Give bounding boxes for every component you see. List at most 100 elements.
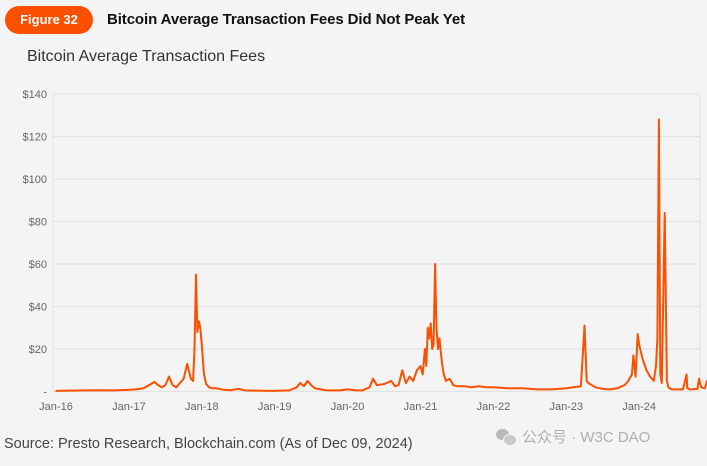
data-point xyxy=(587,382,589,384)
data-point xyxy=(580,385,582,387)
data-point xyxy=(660,382,663,384)
data-point xyxy=(437,348,439,350)
data-point xyxy=(383,383,385,385)
data-point xyxy=(638,343,640,346)
data-point xyxy=(601,388,604,390)
data-point xyxy=(324,389,327,392)
data-point xyxy=(405,382,407,384)
data-point xyxy=(259,389,261,392)
data-point xyxy=(412,380,415,382)
data-point xyxy=(98,389,101,392)
data-point xyxy=(656,337,659,340)
data-point xyxy=(186,363,189,365)
data-point xyxy=(632,354,635,357)
x-tick-label: Jan-21 xyxy=(404,401,438,413)
data-point xyxy=(421,373,424,376)
wechat-icon xyxy=(496,428,517,446)
data-point xyxy=(435,326,438,329)
data-point xyxy=(303,385,305,387)
y-axis-ticks: - $20 $40 $60 $80 $100 $120 $140 xyxy=(23,89,48,399)
data-point xyxy=(443,373,445,376)
data-point xyxy=(704,387,706,390)
figure-headline: Bitcoin Average Transaction Fees Did Not… xyxy=(107,11,466,28)
data-point xyxy=(222,389,225,391)
data-point xyxy=(685,373,688,376)
data-point xyxy=(585,380,588,382)
data-point xyxy=(583,324,586,327)
x-tick-label: Jan-22 xyxy=(477,401,511,413)
data-point xyxy=(631,373,633,376)
data-point xyxy=(698,377,700,380)
data-point xyxy=(565,387,568,390)
line-chart: -$20$40$60$80$100$120$140 Jan-16 Jan-17 Ja… xyxy=(23,89,707,413)
data-point xyxy=(160,386,163,389)
series-layer xyxy=(55,118,707,392)
data-point xyxy=(507,387,509,390)
data-point xyxy=(669,387,671,390)
data-point xyxy=(397,384,400,386)
data-point xyxy=(252,389,254,392)
x-tick-label: Jan-17 xyxy=(112,401,146,413)
watermark: 公众号 · W3C DAO xyxy=(496,426,650,447)
chart-title: Bitcoin Average Transaction Fees xyxy=(27,48,266,65)
data-point xyxy=(666,380,668,382)
data-point xyxy=(306,380,309,382)
data-point xyxy=(441,365,444,367)
data-point xyxy=(208,386,210,389)
data-point xyxy=(237,388,240,390)
data-point xyxy=(492,386,495,389)
data-point xyxy=(196,331,199,333)
data-point xyxy=(655,365,657,367)
data-point xyxy=(642,358,644,361)
data-point xyxy=(193,348,196,350)
data-point xyxy=(171,384,174,386)
data-point xyxy=(201,343,203,346)
x-tick-label: Jan-18 xyxy=(185,401,219,413)
data-point xyxy=(689,388,692,391)
data-point xyxy=(361,389,363,392)
data-point xyxy=(616,387,619,390)
y-tick-label: $80 xyxy=(29,217,47,229)
data-point xyxy=(696,388,699,390)
data-point xyxy=(390,380,393,382)
data-point xyxy=(658,118,660,121)
x-tick-label: Jan-23 xyxy=(549,401,583,413)
data-point xyxy=(428,337,431,340)
data-point xyxy=(686,387,689,390)
data-point xyxy=(550,388,553,391)
data-point xyxy=(394,385,396,387)
data-point xyxy=(128,389,130,391)
data-point xyxy=(440,352,442,355)
data-point xyxy=(295,386,298,389)
data-point xyxy=(372,377,374,380)
data-point xyxy=(244,389,247,392)
data-point xyxy=(332,389,334,392)
data-point xyxy=(375,384,378,386)
data-point xyxy=(682,388,684,391)
data-point xyxy=(313,387,316,390)
gridlines xyxy=(52,93,701,393)
y-tick-label: $20 xyxy=(29,344,47,356)
data-point xyxy=(536,388,538,391)
data-point xyxy=(426,326,429,329)
data-point xyxy=(211,387,214,390)
data-point xyxy=(485,386,487,389)
y-tick-label: $40 xyxy=(29,302,47,314)
data-point xyxy=(634,375,637,378)
y-tick-label: $140 xyxy=(23,89,47,101)
data-point xyxy=(182,377,185,380)
data-point xyxy=(339,389,342,392)
data-point xyxy=(153,381,156,383)
data-point xyxy=(164,384,167,386)
x-axis-ticks: Jan-16 Jan-17 Jan-18 Jan-19 Jan-20 Jan-21 Jan-… xyxy=(39,401,656,413)
data-point xyxy=(636,333,639,335)
data-point xyxy=(419,365,422,367)
data-point xyxy=(429,322,432,325)
data-point xyxy=(401,369,404,372)
data-point xyxy=(205,383,207,385)
data-point xyxy=(273,390,276,392)
data-point xyxy=(667,386,670,389)
data-point xyxy=(168,375,170,378)
data-point xyxy=(266,390,269,392)
figure-number-badge: Figure 32 xyxy=(5,6,93,34)
